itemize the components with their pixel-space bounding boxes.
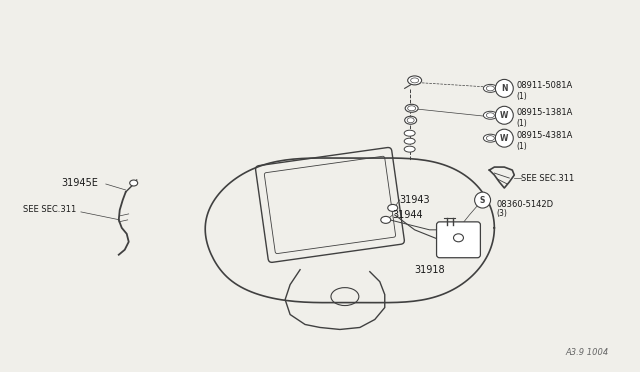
Text: S: S (480, 196, 485, 205)
Text: 08360-5142D: 08360-5142D (497, 201, 554, 209)
Ellipse shape (404, 130, 415, 136)
Ellipse shape (404, 138, 415, 144)
Text: 08911-5081A: 08911-5081A (516, 81, 573, 90)
Text: 08915-1381A: 08915-1381A (516, 108, 573, 117)
Text: W: W (500, 134, 509, 143)
FancyBboxPatch shape (436, 222, 481, 258)
Text: (3): (3) (497, 209, 508, 218)
Ellipse shape (483, 84, 497, 92)
Text: SEE SEC.311: SEE SEC.311 (23, 205, 76, 214)
Ellipse shape (405, 104, 418, 112)
Text: W: W (500, 111, 509, 120)
Text: 31943: 31943 (400, 195, 430, 205)
Ellipse shape (130, 180, 138, 186)
Circle shape (495, 79, 513, 97)
Circle shape (475, 192, 491, 208)
Ellipse shape (404, 116, 417, 124)
Ellipse shape (483, 134, 497, 142)
Ellipse shape (483, 111, 497, 119)
Text: 31918: 31918 (414, 265, 445, 275)
Circle shape (495, 129, 513, 147)
Text: (1): (1) (516, 142, 527, 151)
Text: (1): (1) (516, 119, 527, 128)
Text: 31945E: 31945E (61, 178, 98, 188)
Text: SEE SEC.311: SEE SEC.311 (521, 173, 575, 183)
Text: N: N (501, 84, 508, 93)
Ellipse shape (408, 76, 422, 85)
Ellipse shape (404, 146, 415, 152)
Ellipse shape (381, 217, 391, 223)
Text: 08915-4381A: 08915-4381A (516, 131, 573, 140)
Ellipse shape (454, 234, 463, 242)
Ellipse shape (388, 205, 397, 211)
Text: A3.9 1004: A3.9 1004 (566, 348, 609, 357)
Text: (1): (1) (516, 92, 527, 101)
Text: 31944: 31944 (393, 210, 423, 220)
Circle shape (495, 106, 513, 124)
